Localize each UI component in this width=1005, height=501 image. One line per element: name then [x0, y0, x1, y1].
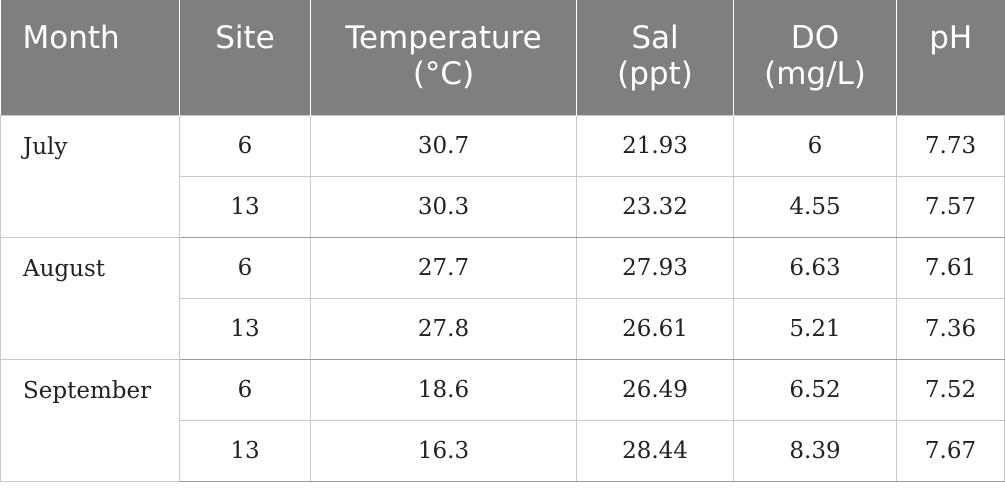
- table-row: 13 16.3 28.44 8.39 7.67: [1, 419, 1005, 482]
- header-month: Month: [0, 0, 180, 115]
- ph-cell: 7.36: [896, 297, 1005, 360]
- temperature-cell: 27.8: [310, 297, 577, 360]
- header-do-line1: DO: [790, 20, 840, 56]
- header-site: Site: [179, 0, 311, 115]
- do-cell: 4.55: [733, 175, 897, 238]
- header-row: Month Site Temperature (°C) Sal (ppt) DO…: [0, 0, 1005, 115]
- header-do: DO (mg/L): [733, 0, 897, 115]
- header-temperature: Temperature (°C): [310, 0, 577, 115]
- table-row: 13 27.8 26.61 5.21 7.36: [1, 297, 1005, 360]
- header-temperature-line2: (°C): [412, 56, 475, 92]
- do-cell: 6.52: [733, 358, 897, 421]
- temperature-cell: 18.6: [310, 358, 577, 421]
- sal-cell: 23.32: [576, 175, 734, 238]
- header-sal-line2: (ppt): [617, 56, 693, 92]
- temperature-cell: 27.7: [310, 236, 577, 299]
- header-temperature-line1: Temperature: [345, 20, 542, 56]
- do-cell: 8.39: [733, 419, 897, 482]
- sal-cell: 27.93: [576, 236, 734, 299]
- ph-cell: 7.57: [896, 175, 1005, 238]
- temperature-cell: 16.3: [310, 419, 577, 482]
- ph-cell: 7.52: [896, 358, 1005, 421]
- month-cell: July: [0, 114, 180, 238]
- site-cell: 6: [179, 358, 311, 421]
- header-ph: pH: [896, 0, 1005, 115]
- site-cell: 13: [179, 297, 311, 360]
- header-do-line2: (mg/L): [764, 56, 866, 92]
- sal-cell: 28.44: [576, 419, 734, 482]
- month-cell: August: [0, 236, 180, 360]
- do-cell: 6.63: [733, 236, 897, 299]
- table-row: August 6 27.7 27.93 6.63 7.61: [0, 236, 1005, 360]
- sal-cell: 26.49: [576, 358, 734, 421]
- ph-cell: 7.73: [896, 114, 1005, 177]
- do-cell: 6: [733, 114, 897, 177]
- site-cell: 13: [179, 419, 311, 482]
- ph-cell: 7.61: [896, 236, 1005, 299]
- site-cell: 6: [179, 236, 311, 299]
- water-quality-table: Month Site Temperature (°C) Sal (ppt) DO…: [0, 0, 1005, 482]
- header-sal-line1: Sal: [631, 20, 679, 56]
- sal-cell: 21.93: [576, 114, 734, 177]
- header-sal: Sal (ppt): [576, 0, 734, 115]
- site-cell: 6: [179, 114, 311, 177]
- table-row: July 6 30.7 21.93 6 7.73: [0, 114, 1005, 238]
- ph-cell: 7.67: [896, 419, 1005, 482]
- do-cell: 5.21: [733, 297, 897, 360]
- table-row: September 6 18.6 26.49 6.52 7.52: [0, 358, 1005, 482]
- site-cell: 13: [179, 175, 311, 238]
- month-cell: September: [0, 358, 180, 482]
- temperature-cell: 30.7: [310, 114, 577, 177]
- sal-cell: 26.61: [576, 297, 734, 360]
- temperature-cell: 30.3: [310, 175, 577, 238]
